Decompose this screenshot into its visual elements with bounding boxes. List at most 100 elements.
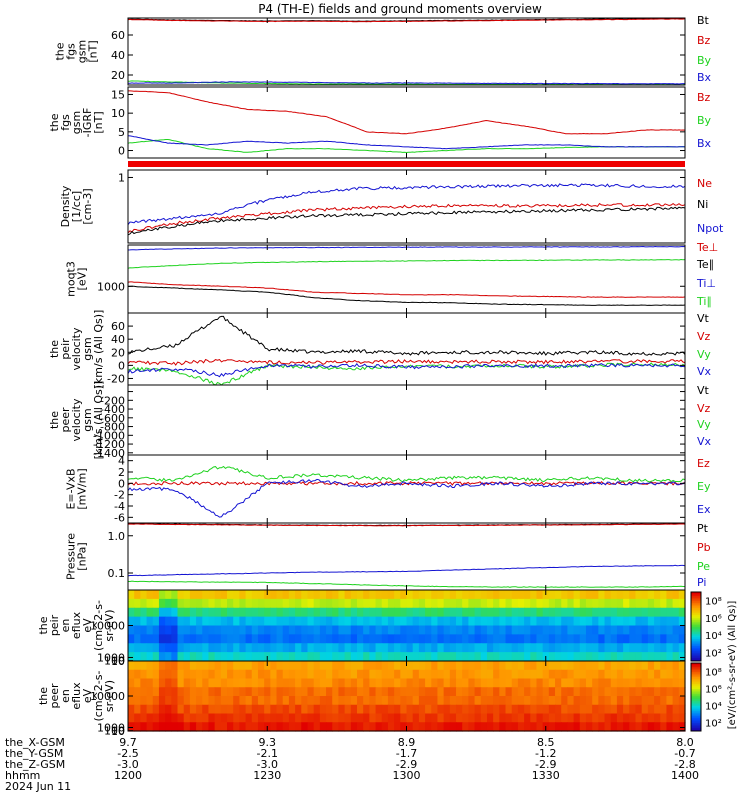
colorbar-cell [691,650,701,653]
spectrogram-cell [171,652,179,662]
spectrogram-cell [635,643,643,653]
spectrogram-cell [493,625,500,635]
spectrogram-cell [604,625,612,635]
spectrogram-cell [641,652,649,662]
spectrogram-cell [623,607,630,618]
colorbar-cell [691,635,701,638]
spectrogram-cell [406,696,414,706]
spectrogram-cell [511,661,519,671]
spectrogram-cell [579,661,587,671]
spectrogram-cell [196,598,203,609]
spectrogram-cell [635,616,643,627]
spectrogram-cell [381,652,389,662]
spectrogram-cell [555,704,562,715]
spectrogram-cell [196,643,203,653]
spectrogram-cell [672,607,680,618]
mode-bar [128,161,685,167]
spectrogram-cell [449,696,457,706]
colorbar-cell [691,690,701,693]
spectrogram-cell [604,687,612,697]
spectrogram-cell [214,590,222,600]
spectrogram-cell [208,616,216,627]
spectrogram-cell [183,634,191,644]
spectrogram-cell [567,634,575,644]
spectrogram-cell [468,652,476,662]
spectrogram-cell [647,634,655,644]
y-tick-label: 1000 [97,651,125,664]
spectrogram-cell [573,713,581,723]
y-tick-label: 60 [111,29,125,42]
colorbar-cell [691,631,701,634]
spectrogram-cell [140,713,148,723]
spectrogram-cell [616,713,624,723]
y-tick-label: 1000 [97,280,125,293]
spectrogram-cell [561,704,569,715]
spectrogram-cell [338,625,346,635]
spectrogram-cell [394,696,401,706]
spectrogram-cell [196,696,203,706]
spectrogram-cell [542,713,550,723]
spectrogram-cell [474,652,482,662]
legend-entry: Te⊥ [696,241,718,254]
spectrogram-cell [381,704,389,715]
spectrogram-cell [672,616,680,627]
spectrogram-cell [567,598,575,609]
spectrogram-cell [462,704,469,715]
spectrogram-cell [220,590,228,600]
spectrogram-cell [128,713,135,723]
spectrogram-cell [202,616,210,627]
spectrogram-cell [332,590,340,600]
spectrogram-cell [443,678,451,688]
spectrogram-cell [524,704,531,715]
spectrogram-cell [462,590,469,600]
spectrogram-cell [356,713,364,723]
spectrogram-cell [264,704,271,715]
spectrogram-cell [437,713,445,723]
spectrogram-cell [264,687,271,697]
spectrogram-cell [536,652,544,662]
spectrogram-cell [381,713,389,723]
y-axis-label: gsm [76,40,89,63]
spectrogram-cell [623,687,630,697]
spectrogram-cell [332,722,340,732]
spectrogram-cell [128,696,135,706]
spectrogram-cell [555,652,562,662]
spectrogram-cell [604,634,612,644]
spectrogram-cell [616,590,624,600]
spectrogram-cell [678,678,686,688]
spectrogram-cell [635,669,643,680]
spectrogram-cell [666,678,674,688]
spectrogram-cell [295,625,302,635]
spectrogram-cell [443,661,451,671]
colorbar-cell [691,691,701,695]
spectrogram-cell [493,713,500,723]
spectrogram-cell [387,661,395,671]
spectrogram-cell [548,678,556,688]
spectrogram-cell [214,713,222,723]
spectrogram-cell [567,607,575,618]
spectrogram-cell [418,634,426,644]
spectrogram-cell [567,713,575,723]
y-tick-label: 0 [118,359,125,372]
spectrogram-cell [183,722,191,732]
spectrogram-cell [592,687,599,697]
spectrogram-cell [152,696,160,706]
spectrogram-cell [288,669,296,680]
spectrogram-cell [196,607,203,618]
spectrogram-cell [152,607,160,618]
spectrogram-cell [387,722,395,732]
spectrogram-cell [480,696,488,706]
spectrogram-cell [524,607,531,618]
spectrogram-cell [183,607,191,618]
spectrogram-cell [196,713,203,723]
spectrogram-cell [629,643,637,653]
spectrogram-cell [381,643,389,653]
spectrogram-cell [418,704,426,715]
spectrogram-cell [449,669,457,680]
legend-entry: Pt [697,522,709,535]
spectrogram-cell [666,652,674,662]
spectrogram-cell [146,616,154,627]
spectrogram-cell [660,669,668,680]
spectrogram-cell [140,643,148,653]
spectrogram-cell [493,652,500,662]
